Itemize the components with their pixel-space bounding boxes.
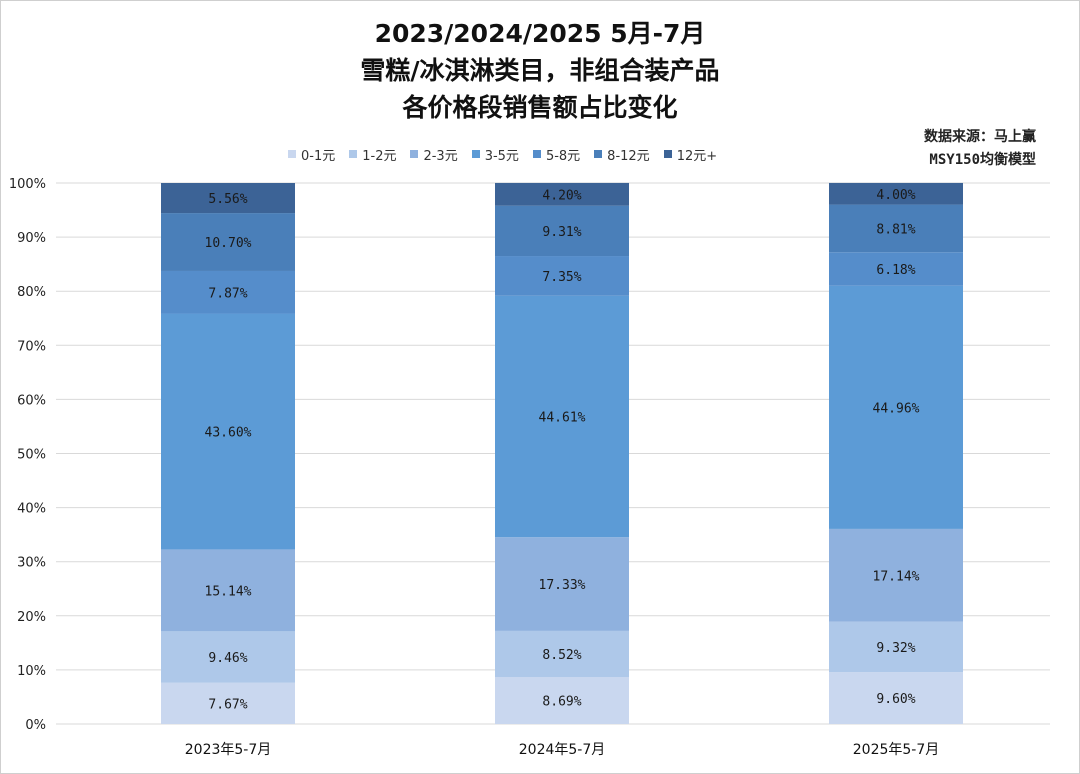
legend-label: 2-3元 [423, 148, 458, 164]
bar-segment [829, 204, 963, 253]
bar-segment [495, 256, 629, 296]
legend-label: 0-1元 [301, 148, 336, 164]
x-tick-label: 2025年5-7月 [853, 742, 940, 758]
bar-segment [495, 676, 629, 724]
data-label: 10.70% [205, 236, 252, 251]
legend-swatch [288, 150, 296, 158]
data-label: 8.81% [876, 222, 915, 237]
bar-segment [829, 672, 963, 724]
bar-segment [161, 682, 295, 724]
data-label: 8.52% [542, 648, 581, 663]
source-note: 数据来源：马上赢 [924, 129, 1036, 145]
legend-item: 2-3元 [410, 145, 458, 164]
legend-item: 8-12元 [594, 145, 650, 164]
data-label: 44.96% [873, 401, 920, 416]
bar-segment [161, 183, 295, 214]
data-label: 4.20% [542, 188, 581, 203]
data-label: 9.31% [542, 225, 581, 240]
bar-segment [161, 631, 295, 683]
legend-item: 3-5元 [471, 145, 519, 164]
y-tick-label: 40% [17, 502, 46, 517]
data-label: 17.14% [873, 569, 920, 584]
data-label: 15.14% [205, 584, 252, 599]
data-label: 4.00% [876, 188, 915, 203]
bar-segment [495, 205, 629, 257]
data-label: 9.46% [208, 651, 247, 666]
chart-title-line-3: 各价格段销售额占比变化 [402, 93, 678, 122]
y-tick-label: 30% [17, 556, 46, 571]
y-tick-label: 90% [17, 231, 46, 246]
legend-item: 0-1元 [288, 145, 335, 164]
legend-label: 1-2元 [362, 148, 397, 164]
y-tick-label: 60% [17, 393, 46, 408]
data-label: 7.35% [542, 270, 581, 285]
chart-title-line-1: 2023/2024/2025 5月-7月 [374, 19, 706, 48]
legend-label: 12元+ [676, 148, 718, 164]
y-tick-label: 0% [25, 718, 46, 733]
data-label: 7.67% [208, 697, 247, 712]
data-label: 17.33% [539, 578, 586, 593]
bar-segment [829, 285, 963, 529]
chart-title-line-2: 雪糕/冰淇淋类目，非组合装产品 [360, 56, 720, 85]
y-tick-label: 80% [17, 285, 46, 300]
bar-segment [495, 182, 629, 206]
y-tick-label: 10% [17, 664, 46, 679]
legend-item: 12元+ [663, 145, 718, 164]
legend-label: 8-12元 [607, 148, 650, 164]
bar-segment [161, 270, 295, 314]
legend-swatch [471, 150, 480, 158]
bar-segment [829, 528, 963, 622]
bar-segment [161, 549, 295, 632]
legend-label: 5-8元 [545, 148, 581, 164]
bar-segment [161, 213, 295, 271]
legend-swatch [594, 150, 603, 158]
legend-swatch [410, 150, 419, 158]
y-tick-label: 100% [9, 177, 46, 192]
bar-segment [829, 252, 963, 286]
model-note: MSY150均衡模型 [929, 152, 1036, 168]
data-label: 5.56% [208, 192, 247, 207]
legend-swatch [532, 150, 541, 158]
y-tick-label: 50% [17, 448, 46, 463]
legend-label: 3-5元 [484, 148, 519, 164]
bar-segment [495, 295, 629, 538]
data-label: 9.32% [876, 641, 915, 656]
bar-segment [495, 630, 629, 677]
y-tick-label: 20% [17, 610, 46, 625]
bar-segment [829, 182, 963, 205]
legend-swatch [663, 150, 672, 158]
data-label: 43.60% [205, 425, 252, 440]
legend-item: 1-2元 [349, 145, 396, 164]
data-label: 6.18% [876, 263, 915, 278]
bar-segment [829, 621, 963, 673]
data-label: 7.87% [208, 286, 247, 301]
y-tick-label: 70% [17, 339, 46, 354]
x-tick-label: 2024年5-7月 [519, 742, 606, 758]
data-label: 44.61% [539, 410, 586, 425]
data-label: 9.60% [876, 692, 915, 707]
bar-segment [161, 313, 295, 550]
chart-legend: 0-1元 1-2元 2-3元 3-5元 5-8元 8-12元 12元+ [288, 145, 731, 164]
bar-segment [495, 537, 629, 631]
x-tick-label: 2023年5-7月 [185, 742, 272, 758]
data-label: 8.69% [542, 694, 581, 709]
legend-swatch [349, 150, 358, 158]
legend-item: 5-8元 [532, 145, 581, 164]
